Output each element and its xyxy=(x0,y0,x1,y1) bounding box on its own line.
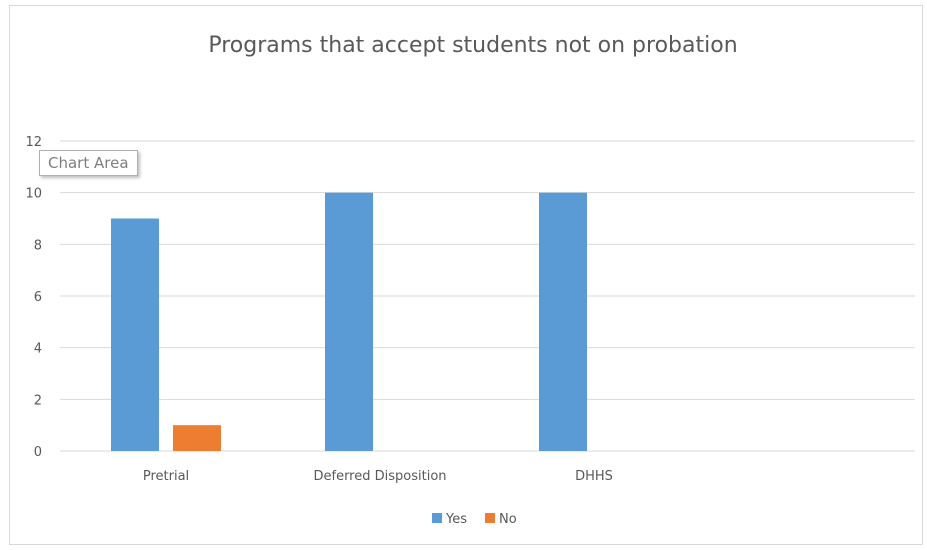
y-tick-label: 10 xyxy=(25,187,42,202)
y-tick-label: 2 xyxy=(34,393,42,408)
category-labels: Pretrial Deferred Disposition DHHS xyxy=(143,469,613,484)
bars xyxy=(111,192,587,452)
legend-swatch-no xyxy=(485,513,495,523)
bar-yes-0[interactable] xyxy=(111,218,159,452)
y-tick-label: 6 xyxy=(34,290,42,305)
y-tick-label: 8 xyxy=(34,238,42,253)
legend: Yes No xyxy=(432,512,517,527)
chart-area-tooltip: Chart Area xyxy=(39,150,138,176)
chart-area[interactable] xyxy=(9,5,923,545)
bar-no-0[interactable] xyxy=(173,425,221,451)
gridlines xyxy=(60,140,915,452)
legend-label-yes: Yes xyxy=(445,512,467,527)
category-label: Deferred Disposition xyxy=(313,469,446,484)
chart-title: Programs that accept students not on pro… xyxy=(208,33,737,58)
y-tick-label: 0 xyxy=(34,445,42,460)
y-tick-label: 12 xyxy=(25,135,42,150)
category-label: Pretrial xyxy=(143,469,189,484)
legend-swatch-yes xyxy=(432,513,442,523)
category-label: DHHS xyxy=(575,469,613,484)
legend-label-no: No xyxy=(499,512,517,527)
y-axis-ticks: 0 2 4 6 8 10 12 xyxy=(25,135,42,460)
y-tick-label: 4 xyxy=(34,342,42,357)
bar-yes-2[interactable] xyxy=(539,192,587,451)
bar-yes-1[interactable] xyxy=(325,192,373,451)
